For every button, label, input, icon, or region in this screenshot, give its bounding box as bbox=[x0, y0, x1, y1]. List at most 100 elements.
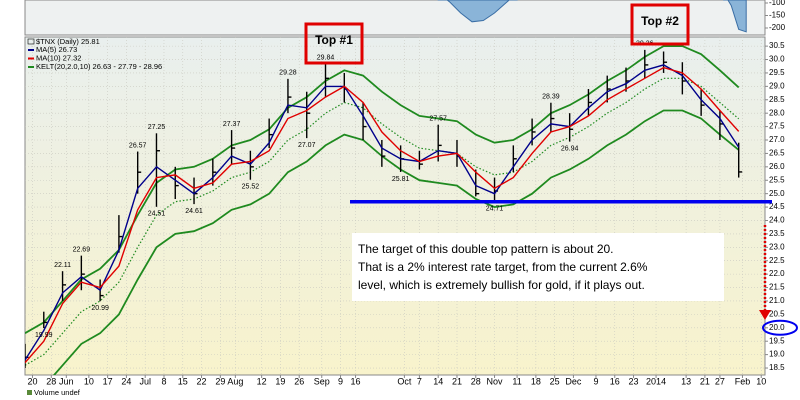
low-label: 27.07 bbox=[298, 142, 316, 149]
y-tick-label: 24.0 bbox=[769, 216, 785, 225]
x-tick-label: 9 bbox=[593, 376, 598, 386]
high-label: 29.84 bbox=[317, 55, 335, 62]
high-label: 26.57 bbox=[129, 142, 147, 149]
x-tick-label: 16 bbox=[351, 376, 361, 386]
volume-icon bbox=[27, 390, 32, 395]
top-label: Top #1 bbox=[315, 33, 353, 47]
note-box bbox=[352, 233, 724, 301]
x-tick-label: 22 bbox=[197, 376, 207, 386]
top-box bbox=[630, 3, 690, 46]
x-tick-label: 8 bbox=[161, 376, 166, 386]
low-label: 24.51 bbox=[148, 211, 166, 218]
x-tick-label: Aug bbox=[227, 376, 243, 386]
y-tick-label: 25.0 bbox=[769, 189, 785, 198]
x-tick-label: 10 bbox=[756, 376, 766, 386]
y-tick-label: -200 bbox=[769, 23, 786, 32]
y-tick-label: 21.5 bbox=[769, 283, 785, 292]
indicator-plot bbox=[437, 0, 747, 33]
x-tick-label: 18 bbox=[531, 376, 541, 386]
y-tick-label: 24.5 bbox=[769, 202, 785, 211]
x-tick-label: 11 bbox=[512, 376, 521, 386]
price-panel bbox=[24, 36, 766, 376]
low-label: 25.81 bbox=[392, 176, 410, 183]
x-tick-label: 17 bbox=[103, 376, 113, 386]
x-tick-label: 23 bbox=[629, 376, 639, 386]
legend-label: MA(10) 27.32 bbox=[36, 53, 81, 62]
top-label: Top #2 bbox=[641, 14, 679, 28]
x-tick-label: 26 bbox=[294, 376, 304, 386]
y-tick-label: 23.0 bbox=[769, 242, 785, 251]
y-tick-label: 19.5 bbox=[769, 336, 785, 345]
x-tick-label: Dec bbox=[565, 376, 582, 386]
low-label: 20.99 bbox=[91, 305, 109, 312]
high-label: 28.39 bbox=[542, 94, 560, 101]
high-label: 27.25 bbox=[148, 124, 166, 131]
x-tick-label: 25 bbox=[550, 376, 560, 386]
x-tick-label: 14 bbox=[433, 376, 443, 386]
x-tick-label: 2014 bbox=[646, 376, 666, 386]
y-tick-label: -150 bbox=[769, 11, 786, 20]
legend-label: MA(5) 26.73 bbox=[36, 45, 77, 54]
target-ring bbox=[762, 319, 798, 336]
x-tick-label: Nov bbox=[487, 376, 504, 386]
low-label: 26.94 bbox=[561, 145, 579, 152]
note-line: level, which is extremely bullish for go… bbox=[358, 278, 645, 292]
y-tick-label: 26.0 bbox=[769, 162, 785, 171]
x-tick-label: 28 bbox=[46, 376, 56, 386]
low-label: 24.61 bbox=[185, 208, 203, 215]
moving-average bbox=[25, 66, 740, 364]
y-tick-label: 23.5 bbox=[769, 229, 785, 238]
x-tick-label: 21 bbox=[452, 376, 462, 386]
high-label: 22.11 bbox=[54, 262, 71, 269]
y-tick-label: 27.5 bbox=[769, 122, 785, 131]
y-tick-label: 29.0 bbox=[769, 81, 785, 90]
note-line: That is a 2% interest rate target, from … bbox=[358, 260, 648, 274]
x-tick-label: 12 bbox=[257, 376, 267, 386]
note-line: The target of this double top pattern is… bbox=[358, 242, 614, 256]
low-label: 19.99 bbox=[35, 332, 53, 339]
target-arrowhead bbox=[759, 310, 771, 320]
x-tick-label: Feb bbox=[735, 376, 751, 386]
low-label: 25.52 bbox=[242, 184, 260, 191]
y-tick-label: 18.5 bbox=[769, 363, 785, 372]
indicator-area bbox=[723, 0, 747, 33]
y-tick-label: 30.0 bbox=[769, 55, 785, 64]
x-tick-label: 19 bbox=[275, 376, 285, 386]
x-tick-label: 15 bbox=[178, 376, 188, 386]
y-tick-label: 22.0 bbox=[769, 269, 785, 278]
keltner-middle bbox=[25, 77, 740, 366]
x-tick-label: 21 bbox=[700, 376, 710, 386]
y-tick-label: 22.5 bbox=[769, 256, 785, 265]
y-tick-label: 29.5 bbox=[769, 68, 785, 77]
x-tick-label: 13 bbox=[681, 376, 691, 386]
x-tick-label: Jul bbox=[139, 376, 151, 386]
y-tick-label: 26.5 bbox=[769, 149, 785, 158]
high-label: 27.57 bbox=[429, 116, 447, 123]
x-tick-label: 20 bbox=[28, 376, 38, 386]
high-label: 29.28 bbox=[279, 70, 297, 77]
y-tick-label: 27.0 bbox=[769, 135, 785, 144]
high-label: 27.37 bbox=[223, 121, 241, 128]
y-tick-label: 28.5 bbox=[769, 95, 785, 104]
x-tick-label: 7 bbox=[417, 376, 422, 386]
x-tick-label: 10 bbox=[84, 376, 94, 386]
y-tick-label: 19.0 bbox=[769, 350, 785, 359]
volume-label: Volume undef bbox=[34, 388, 81, 397]
low-label: 24.71 bbox=[486, 205, 504, 212]
top-box bbox=[304, 22, 364, 65]
high-label: 22.69 bbox=[73, 246, 91, 253]
y-tick-label: -100 bbox=[769, 0, 786, 7]
y-tick-label: 25.5 bbox=[769, 175, 785, 184]
y-tick-label: 28.0 bbox=[769, 108, 785, 117]
keltner-upper bbox=[25, 45, 740, 334]
x-tick-label: 29 bbox=[215, 376, 225, 386]
moving-average bbox=[25, 64, 740, 361]
x-tick-label: 27 bbox=[715, 376, 725, 386]
x-tick-label: Jun bbox=[59, 376, 74, 386]
y-tick-label: 20.0 bbox=[769, 323, 785, 332]
legend-icon bbox=[27, 38, 35, 45]
legend-title: $TNX (Daily) 25.81 bbox=[36, 37, 100, 46]
x-tick-label: 28 bbox=[471, 376, 481, 386]
